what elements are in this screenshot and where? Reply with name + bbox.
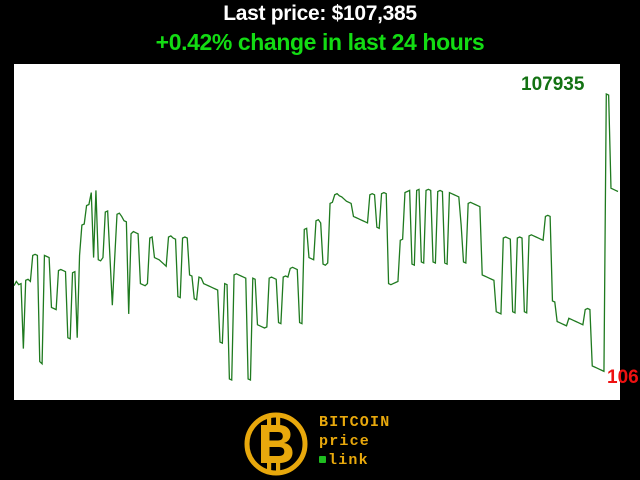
bitcoin-coin-icon	[244, 412, 308, 476]
logo-line-price: price	[319, 433, 371, 450]
logo-line-bitcoin: BITCOIN	[319, 414, 391, 431]
max-price-label: 107935	[521, 74, 585, 95]
bitcoin-price-link-logo: BITCOIN price link	[243, 408, 413, 478]
change-headline: +0.42% change in last 24 hours	[155, 29, 485, 55]
price-line-chart	[14, 92, 619, 382]
price-chart-plot-area	[14, 64, 620, 400]
header: Last price: $107,385 +0.42% change in la…	[0, 0, 640, 60]
logo-wordmark: BITCOIN price link	[319, 413, 415, 470]
price-line-path	[14, 92, 619, 382]
footer-branding: BITCOIN price link	[0, 400, 640, 480]
logo-link-text: link	[328, 452, 369, 469]
logo-line-link: link	[319, 451, 415, 470]
green-dot-icon	[319, 456, 326, 463]
last-price-headline: Last price: $107,385	[223, 2, 417, 25]
min-price-label: 106	[607, 367, 639, 388]
